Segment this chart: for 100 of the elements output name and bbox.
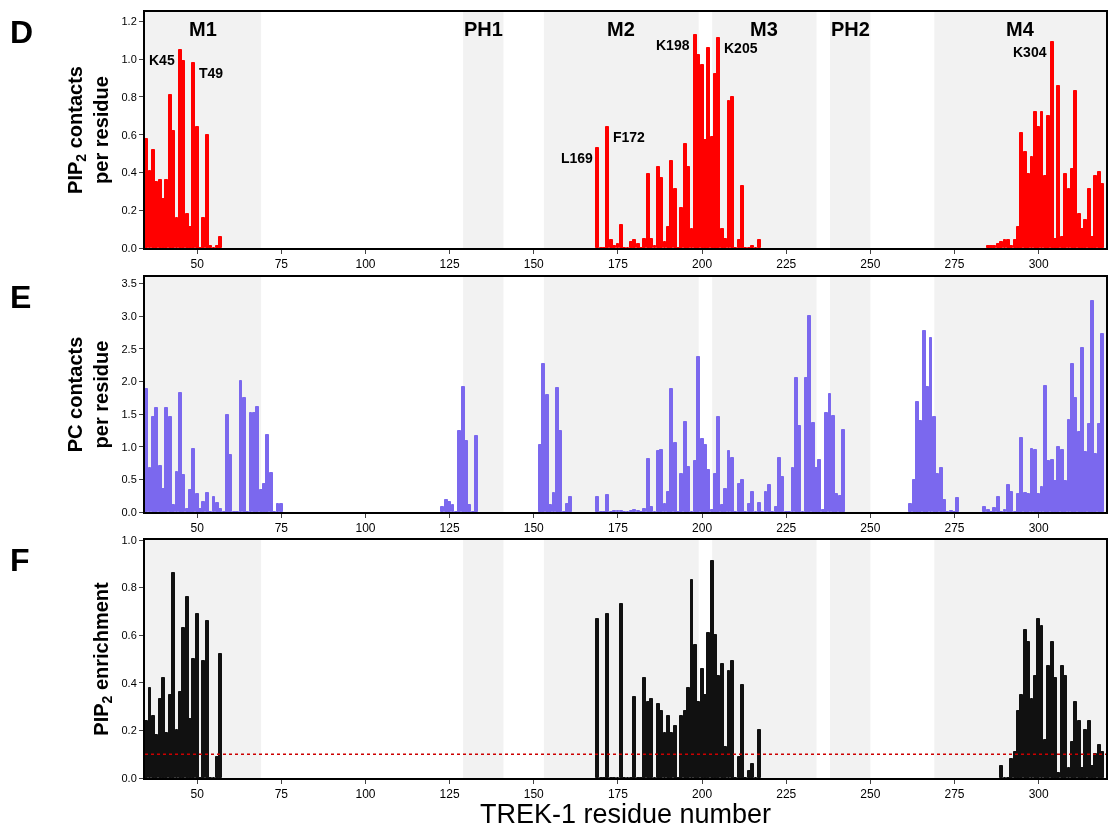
bar	[1087, 188, 1091, 248]
y-tick-label: 0.8	[121, 581, 137, 594]
bar	[767, 484, 771, 512]
bar	[145, 388, 148, 512]
bar	[164, 407, 168, 512]
bar	[696, 356, 700, 512]
x-tick-label: 275	[944, 257, 965, 272]
y-tick-label: 0.8	[121, 90, 137, 103]
bar	[982, 506, 986, 512]
bar	[178, 392, 182, 512]
bar	[154, 407, 158, 512]
x-tick-label: 250	[860, 787, 881, 802]
y-tick-label: 0.0	[121, 771, 137, 784]
bar	[730, 96, 734, 248]
bar	[605, 126, 609, 248]
y-tick-label: 1.5	[121, 407, 137, 420]
y-tick-label: 1.0	[121, 53, 137, 66]
bar	[669, 388, 673, 512]
bar	[212, 496, 215, 512]
bar	[619, 224, 623, 248]
bar	[1019, 437, 1023, 512]
x-tick-label: 225	[776, 787, 797, 802]
band-label: M3	[750, 18, 778, 40]
bar	[727, 450, 730, 512]
y-tick-label: 2.0	[121, 375, 137, 388]
band-label: PH1	[464, 18, 503, 40]
bar	[1033, 449, 1037, 512]
bar	[205, 134, 209, 248]
bar	[171, 572, 175, 778]
y-tick-label: 2.5	[121, 342, 137, 355]
band-label: M2	[607, 18, 635, 40]
x-tick-label: 200	[692, 787, 713, 802]
band-label: PH2	[831, 18, 870, 40]
bar	[740, 479, 744, 512]
bar	[619, 603, 623, 778]
bar	[750, 763, 754, 778]
bar	[276, 503, 279, 512]
annotation: L169	[561, 150, 594, 166]
x-tick-label: 75	[274, 257, 289, 272]
x-tick-label: 200	[692, 257, 713, 272]
bar	[996, 496, 1000, 512]
bar	[955, 497, 959, 512]
bar	[807, 315, 811, 512]
annotation: K304	[1013, 44, 1047, 60]
bar	[716, 416, 720, 512]
bar	[750, 491, 754, 512]
bar	[673, 725, 677, 778]
annotation: K205	[724, 40, 758, 56]
x-tick-label: 225	[776, 257, 797, 272]
bar	[148, 687, 151, 778]
annotation: K198	[656, 37, 690, 53]
bar	[1050, 41, 1054, 248]
bar	[605, 494, 609, 512]
y-tick-label: 1.0	[121, 533, 137, 546]
x-tick-label: 50	[190, 521, 205, 536]
bar	[716, 37, 720, 248]
x-tick-label: 175	[607, 257, 629, 272]
x-tick-label: 200	[692, 521, 713, 536]
bar	[929, 337, 932, 512]
bar	[279, 503, 283, 512]
bar	[1087, 720, 1091, 778]
bar	[1063, 173, 1067, 248]
bar	[474, 435, 478, 512]
bar	[568, 496, 572, 512]
bar	[218, 236, 222, 248]
bar	[1040, 111, 1043, 248]
bar	[1036, 618, 1040, 778]
y-tick-label: 0.2	[121, 204, 137, 217]
bar	[595, 496, 599, 512]
x-tick-label: 100	[355, 787, 376, 802]
x-tick-label: 275	[944, 521, 965, 536]
y-tick-label: 0.0	[121, 241, 137, 254]
x-tick-label: 150	[523, 787, 545, 802]
x-tick-label: 50	[190, 787, 205, 802]
bar	[841, 429, 845, 512]
bar	[541, 363, 545, 512]
bar	[1080, 347, 1084, 512]
bar	[185, 596, 189, 778]
x-tick-label: 125	[439, 521, 460, 536]
bar	[730, 660, 734, 778]
y-tick-label: 1.2	[121, 15, 137, 28]
x-tick-label: 300	[1028, 787, 1050, 802]
y-axis-title: PC contacts per residue	[63, 336, 112, 453]
bar	[669, 160, 673, 248]
y-tick-label: 3.0	[121, 310, 137, 323]
bar	[1056, 85, 1060, 248]
bar	[740, 684, 744, 778]
x-tick-label: 50	[190, 257, 205, 272]
x-tick-label: 225	[776, 521, 797, 536]
bar	[595, 147, 599, 248]
chart-title: E	[10, 279, 32, 315]
x-tick-label: 250	[860, 257, 881, 272]
bar	[646, 458, 650, 512]
band-label: M1	[189, 18, 217, 40]
x-tick-label: 300	[1028, 521, 1050, 536]
x-tick-label: 300	[1028, 257, 1050, 272]
chart-title: D	[10, 14, 34, 50]
bar	[595, 618, 599, 778]
bar	[757, 729, 761, 778]
bar	[1073, 701, 1077, 778]
